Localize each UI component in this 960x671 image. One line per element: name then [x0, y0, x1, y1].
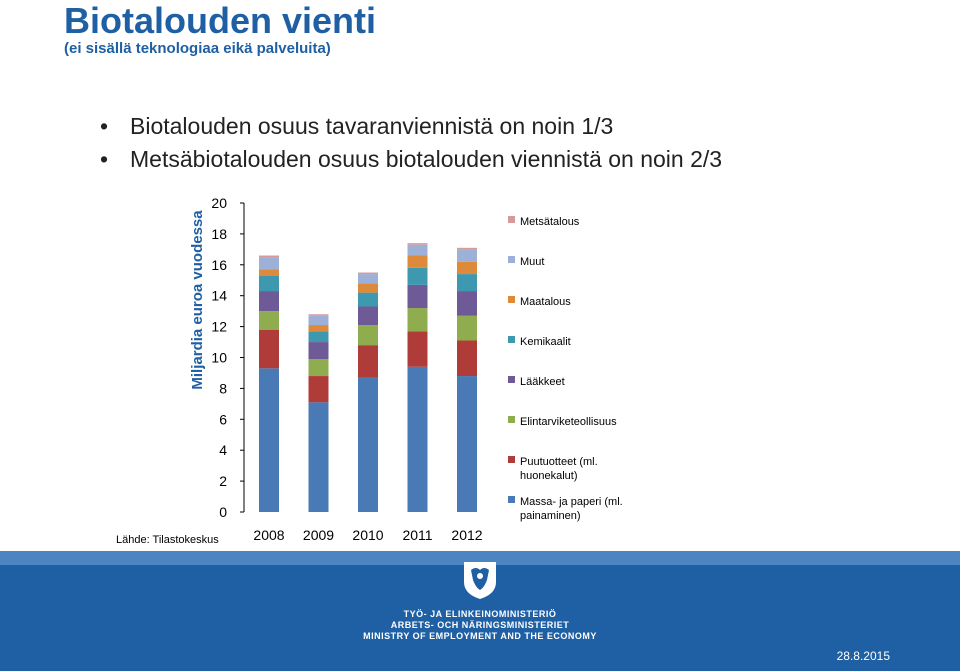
- chart-legend: Metsätalous Muut Maatalous Kemikaalit Lääkke…: [508, 216, 623, 522]
- bar-segment: [358, 292, 378, 307]
- footer-stripe: [0, 551, 960, 565]
- legend-swatch: [508, 496, 515, 503]
- bar-segment: [259, 311, 279, 330]
- bar-segment: [308, 376, 329, 403]
- bar-segment: [457, 315, 477, 341]
- slide-date: 28.8.2015: [836, 649, 890, 663]
- y-tick-label: 14: [211, 288, 227, 304]
- finnish-lion-icon: [464, 562, 496, 599]
- y-axis-ticks: 0 2 4 6 8 10 12 14 16 18 20: [211, 195, 244, 520]
- bar-segment: [308, 359, 329, 377]
- y-tick-label: 20: [211, 195, 227, 211]
- legend-label: Muut: [520, 256, 544, 268]
- legend-swatch: [508, 336, 515, 343]
- bar-segment: [358, 283, 378, 293]
- bar-segment: [407, 267, 428, 285]
- bar-segment: [407, 366, 428, 512]
- bar-segment: [358, 345, 378, 378]
- legend-swatch: [508, 416, 515, 423]
- legend-label: huonekalut): [520, 470, 578, 482]
- bar-segment: [457, 291, 477, 316]
- y-tick-label: 12: [211, 319, 227, 335]
- legend-swatch: [508, 216, 515, 223]
- bar-segment: [259, 329, 279, 369]
- bar-segment: [457, 376, 477, 512]
- export-chart: Miljardia euroa vuodessa 0 2 4 6 8 10 12 14 16 18…: [189, 195, 623, 543]
- y-tick-label: 8: [219, 380, 227, 396]
- legend-label: Puutuotteet (ml.: [520, 456, 598, 468]
- ministry-name-en: MINISTRY OF EMPLOYMENT AND THE ECONOMY: [363, 631, 597, 641]
- bar-segment: [358, 325, 378, 346]
- y-tick-label: 0: [219, 504, 227, 520]
- y-tick-label: 6: [219, 411, 227, 427]
- bar-segment: [407, 255, 428, 268]
- legend-swatch: [508, 256, 515, 263]
- x-axis-labels: 2008 2009 2010 2011 2012: [253, 527, 482, 543]
- bar-segment: [259, 255, 279, 258]
- slide-subtitle: (ei sisällä teknologiaa eikä palveluita): [64, 40, 331, 57]
- legend-swatch: [508, 296, 515, 303]
- bullet-dot-icon: •: [100, 146, 109, 172]
- legend-swatch: [508, 456, 515, 463]
- bar-segment: [457, 247, 477, 250]
- ministry-name-sv: ARBETS- OCH NÄRINGSMINISTERIET: [390, 620, 570, 630]
- bar-stacks: [259, 243, 477, 512]
- x-tick-label: 2012: [451, 527, 482, 543]
- bar-segment: [407, 331, 428, 367]
- bar-segment: [457, 249, 477, 262]
- bar-segment: [308, 314, 329, 316]
- bullet-item: • Metsäbiotalouden osuus biotalouden vien…: [100, 143, 722, 176]
- legend-label: Maatalous: [520, 296, 571, 308]
- slide-title: Biotalouden vienti: [64, 0, 377, 41]
- y-tick-label: 10: [211, 350, 227, 366]
- bar-segment: [358, 306, 378, 326]
- bar-segment: [407, 284, 428, 309]
- bar-segment: [259, 368, 279, 512]
- bar-segment: [308, 325, 329, 332]
- bullet-dot-icon: •: [100, 113, 109, 139]
- ministry-name-fi: TYÖ- JA ELINKEINOMINISTERIÖ: [403, 609, 557, 619]
- bar-segment: [308, 331, 329, 343]
- y-tick-label: 18: [211, 226, 227, 242]
- y-tick-label: 4: [219, 442, 227, 458]
- bar-segment: [407, 244, 428, 256]
- bar-segment: [457, 261, 477, 275]
- x-tick-label: 2011: [402, 527, 432, 543]
- bar-segment: [259, 275, 279, 292]
- bullet-text: Metsäbiotalouden osuus biotalouden vienn…: [130, 146, 723, 172]
- y-axis-title: Miljardia euroa vuodessa: [189, 210, 206, 390]
- bar-segment: [308, 402, 329, 512]
- bullet-list: • Biotalouden osuus tavaranviennistä on n…: [100, 110, 722, 176]
- y-tick-label: 16: [211, 257, 227, 273]
- legend-label: Lääkkeet: [520, 376, 565, 388]
- bullet-text: Biotalouden osuus tavaranviennistä on no…: [130, 113, 614, 139]
- legend-label: painaminen): [520, 510, 581, 522]
- data-source-note: Lähde: Tilastokeskus: [116, 534, 219, 546]
- x-tick-label: 2010: [352, 527, 383, 543]
- legend-label: Kemikaalit: [520, 336, 571, 348]
- bar-segment: [259, 291, 279, 312]
- bar-segment: [259, 269, 279, 276]
- x-tick-label: 2009: [303, 527, 334, 543]
- bar-segment: [358, 377, 378, 512]
- bar-segment: [358, 272, 378, 275]
- bar-segment: [308, 315, 329, 326]
- legend-label: Massa- ja paperi (ml.: [520, 496, 623, 508]
- legend-swatch: [508, 376, 515, 383]
- legend-label: Elintarviketeollisuus: [520, 416, 617, 428]
- bar-segment: [457, 340, 477, 377]
- legend-label: Metsätalous: [520, 216, 580, 228]
- y-tick-label: 2: [219, 473, 227, 489]
- x-tick-label: 2008: [253, 527, 284, 543]
- bar-segment: [259, 257, 279, 270]
- bar-segment: [358, 274, 378, 284]
- bar-segment: [407, 243, 428, 245]
- bar-segment: [308, 342, 329, 360]
- bar-segment: [457, 274, 477, 292]
- bar-segment: [407, 308, 428, 332]
- bullet-item: • Biotalouden osuus tavaranviennistä on n…: [100, 110, 722, 143]
